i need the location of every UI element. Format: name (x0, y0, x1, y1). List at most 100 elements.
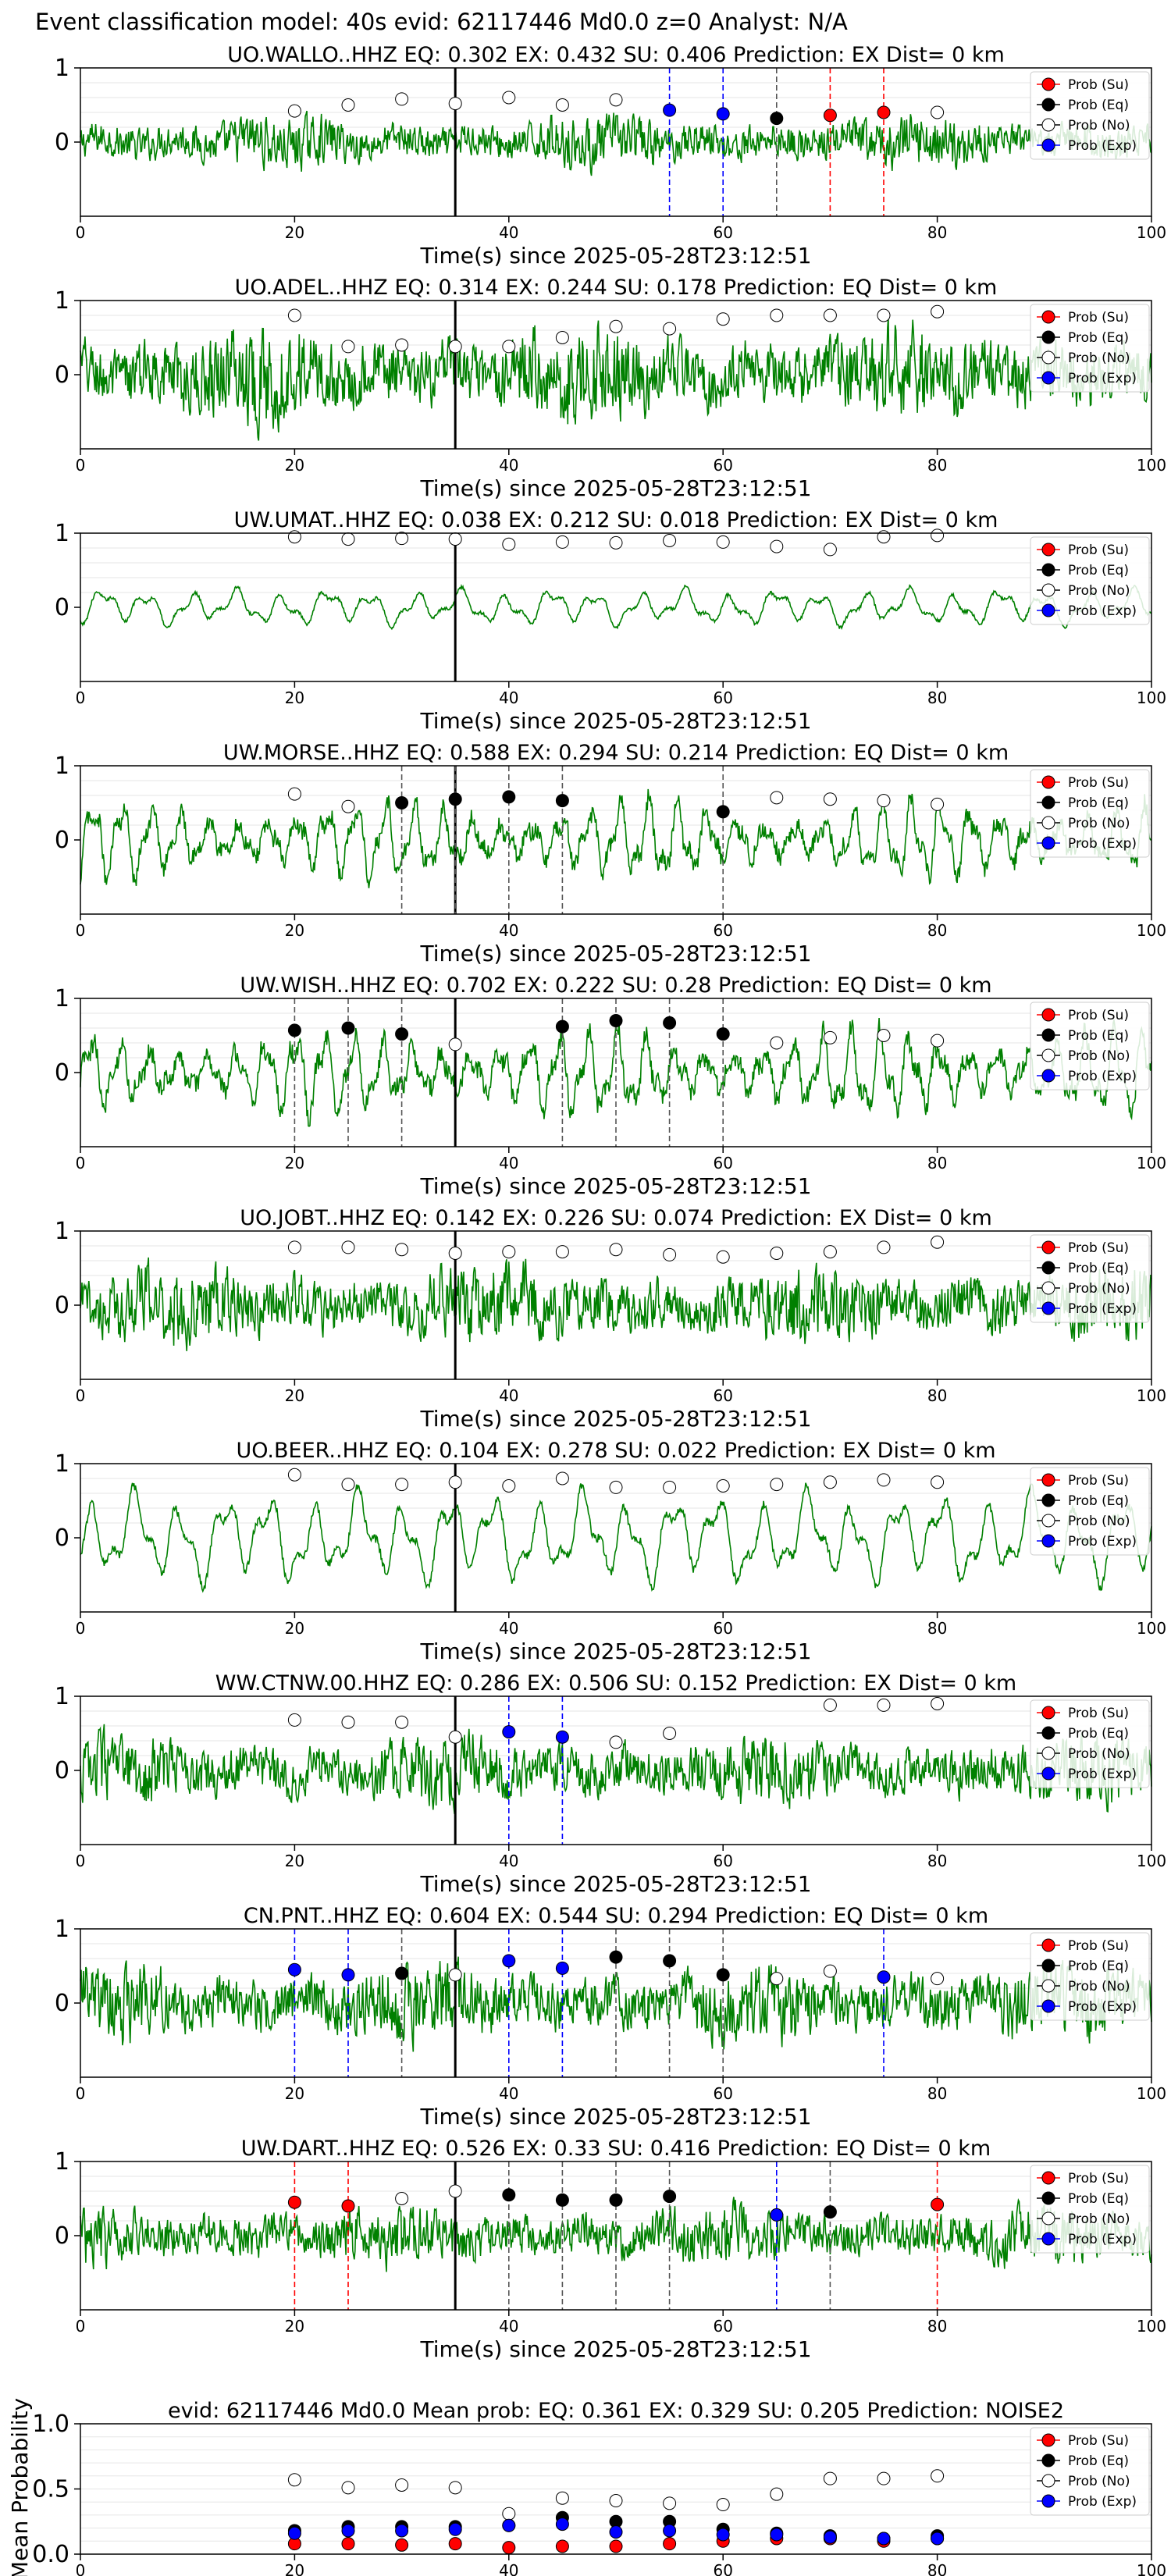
prob-point (448, 2481, 462, 2495)
legend-label: Prob (Exp) (1068, 2494, 1137, 2510)
prob-point (448, 1475, 462, 1489)
legend-marker (1041, 2453, 1055, 2467)
x-tick-label: 20 (285, 1852, 304, 1870)
y-tick-label: 0 (55, 129, 69, 156)
y-tick-label: 0 (55, 827, 69, 854)
prob-point (823, 1030, 837, 1044)
station-panel: UO.WALLO..HHZ EQ: 0.302 EX: 0.432 SU: 0.… (55, 43, 1166, 269)
prob-point (448, 2522, 462, 2536)
legend-marker (1041, 77, 1055, 91)
y-tick-label: 1 (55, 1218, 69, 1245)
station-panel: UW.DART..HHZ EQ: 0.526 EX: 0.33 SU: 0.41… (55, 2137, 1166, 2362)
prob-point (395, 2524, 409, 2538)
legend-box (1030, 2165, 1150, 2254)
legend-label: Prob (No) (1068, 1746, 1130, 1762)
legend-label: Prob (Exp) (1068, 836, 1137, 852)
prob-point (663, 1727, 677, 1740)
x-tick-label: 100 (1137, 1154, 1166, 1172)
legend-label: Prob (Eq) (1068, 1261, 1129, 1276)
prob-point (448, 1968, 462, 1982)
prob-point (716, 1027, 730, 1041)
prob-point (716, 1250, 730, 1264)
legend-marker (1041, 1746, 1055, 1760)
y-tick-label: 0 (55, 361, 69, 389)
panel-title: UO.JOBT..HHZ EQ: 0.142 EX: 0.226 SU: 0.0… (240, 1206, 992, 1230)
prob-point (823, 109, 837, 123)
prob-point (341, 2524, 355, 2538)
prob-point (823, 308, 837, 322)
legend-label: Prob (Su) (1068, 1008, 1129, 1023)
legend-box (1030, 71, 1150, 160)
prob-point (448, 532, 462, 546)
legend-label: Prob (Su) (1068, 2171, 1129, 2186)
panel-title: UO.BEER..HHZ EQ: 0.104 EX: 0.278 SU: 0.0… (236, 1439, 995, 1463)
prob-point (555, 2517, 569, 2532)
legend-marker (1041, 1706, 1055, 1720)
x-tick-label: 40 (499, 1386, 518, 1405)
legend-label: Prob (Su) (1068, 1473, 1129, 1489)
legend-marker (1041, 1240, 1055, 1254)
x-axis-label: Time(s) since 2025-05-28T23:12:51 (419, 941, 811, 966)
x-tick-label: 100 (1137, 1852, 1166, 1870)
legend-label: Prob (Exp) (1068, 1069, 1137, 1084)
prob-point (555, 1730, 569, 1744)
prob-point (877, 105, 891, 119)
legend-marker (1041, 1473, 1055, 1487)
x-tick-label: 100 (1137, 921, 1166, 940)
waveform-trace (80, 110, 1152, 176)
station-panel: UO.ADEL..HHZ EQ: 0.314 EX: 0.244 SU: 0.1… (55, 276, 1166, 501)
legend-marker (1041, 2494, 1055, 2508)
prob-point (663, 1247, 677, 1261)
prob-point (716, 312, 730, 326)
legend-marker (1041, 1726, 1055, 1740)
prob-point (931, 2532, 945, 2546)
prob-point (931, 2469, 945, 2483)
prob-point (448, 792, 462, 806)
x-tick-label: 0 (76, 223, 86, 242)
x-tick-label: 40 (499, 456, 518, 475)
y-tick-label: 0 (55, 1757, 69, 1784)
legend-marker (1041, 1514, 1055, 1528)
prob-point (502, 2541, 516, 2555)
prob-point (555, 1961, 569, 1975)
prob-point (877, 308, 891, 322)
x-tick-label: 60 (713, 2317, 732, 2336)
x-tick-label: 100 (1137, 2561, 1166, 2576)
prob-point (663, 1954, 677, 1968)
legend-label: Prob (Eq) (1068, 563, 1129, 578)
panel-title: evid: 62117446 Md0.0 Mean prob: EQ: 0.36… (168, 2399, 1064, 2423)
legend-marker (1041, 2433, 1055, 2447)
x-tick-label: 20 (285, 2084, 304, 2103)
legend-label: Prob (Su) (1068, 543, 1129, 558)
legend-marker (1041, 543, 1055, 557)
legend-label: Prob (Su) (1068, 1938, 1129, 1954)
prob-point (823, 1698, 837, 1712)
prob-point (931, 105, 945, 119)
legend-box (1030, 1699, 1150, 1788)
x-tick-label: 80 (927, 1154, 947, 1172)
legend-label: Prob (Exp) (1068, 603, 1137, 619)
prob-point (931, 304, 945, 318)
prob-point (877, 1970, 891, 1984)
waveform-trace (80, 1724, 1152, 1814)
prob-point (609, 1735, 623, 1749)
legend-box (1030, 1002, 1150, 1091)
legend-label: Prob (No) (1068, 1048, 1130, 1064)
x-tick-label: 100 (1137, 2084, 1166, 2103)
prob-point (555, 2539, 569, 2553)
waveform-trace (80, 1482, 1152, 1593)
prob-point (395, 1966, 409, 1980)
y-tick-label: 0 (55, 1292, 69, 1319)
legend-marker (1041, 1301, 1055, 1315)
legend-label: Prob (No) (1068, 2211, 1130, 2227)
legend-box (1030, 1467, 1150, 1556)
prob-point (341, 799, 355, 813)
prob-point (341, 340, 355, 354)
prob-point (823, 2471, 837, 2485)
prob-point (395, 2192, 409, 2205)
prob-point (555, 2193, 569, 2207)
x-tick-label: 100 (1137, 688, 1166, 707)
x-tick-label: 80 (927, 2084, 947, 2103)
legend-marker (1041, 816, 1055, 830)
legend-label: Prob (No) (1068, 583, 1130, 599)
